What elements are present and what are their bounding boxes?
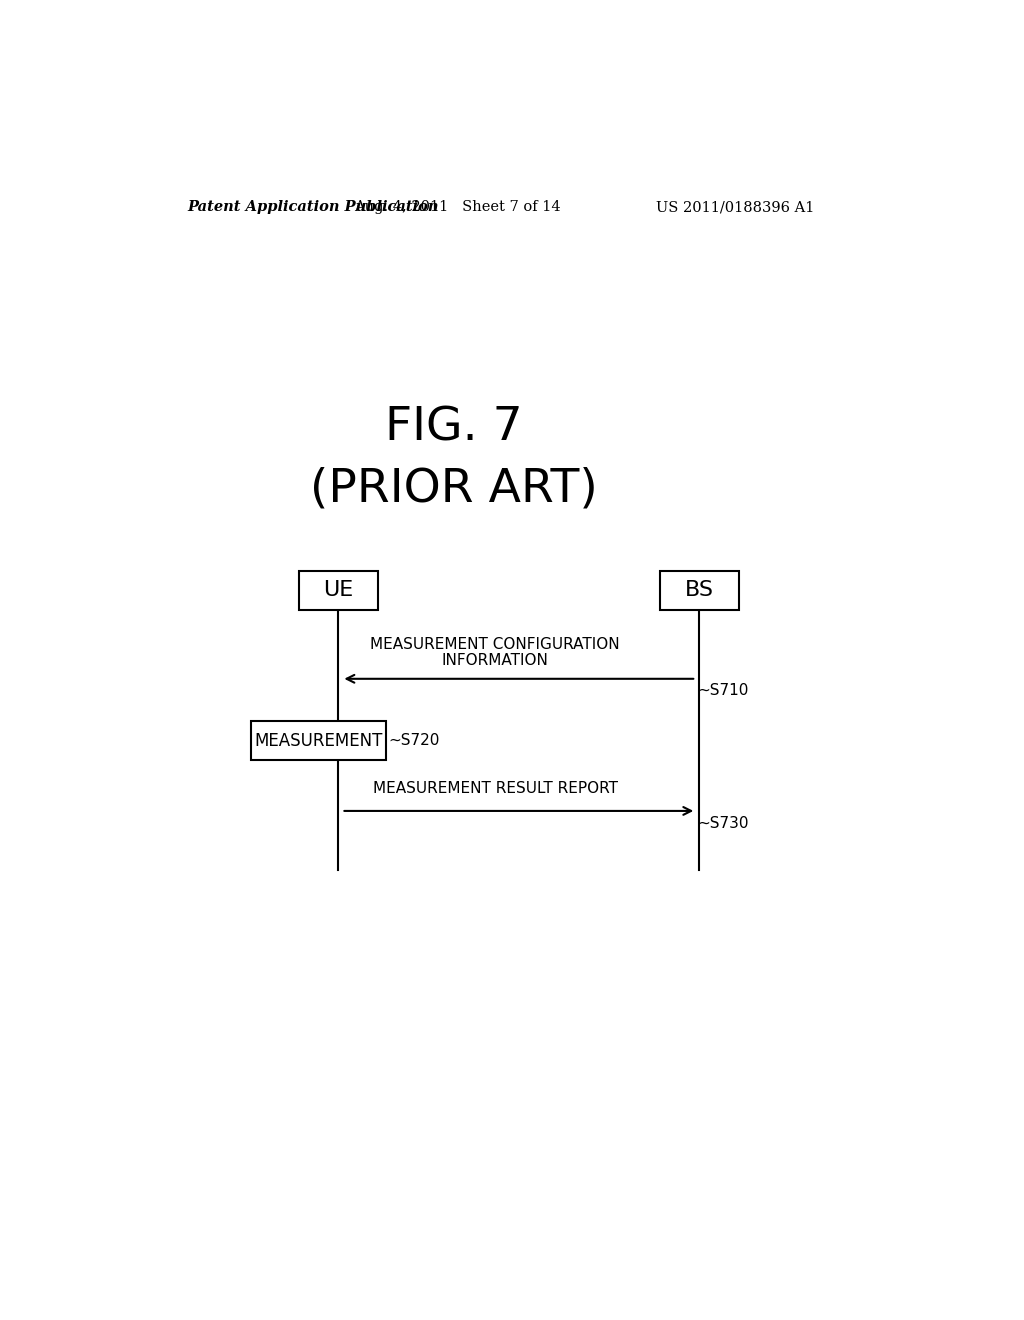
Text: FIG. 7: FIG. 7 — [385, 405, 522, 450]
Text: US 2011/0188396 A1: US 2011/0188396 A1 — [656, 201, 814, 214]
Text: MEASUREMENT CONFIGURATION: MEASUREMENT CONFIGURATION — [371, 636, 620, 652]
Text: BS: BS — [685, 581, 714, 601]
Text: Aug. 4, 2011   Sheet 7 of 14: Aug. 4, 2011 Sheet 7 of 14 — [354, 201, 561, 214]
Bar — [299, 572, 378, 610]
Bar — [659, 572, 739, 610]
Text: ~S730: ~S730 — [697, 816, 749, 830]
Text: INFORMATION: INFORMATION — [441, 653, 549, 668]
Text: ~S720: ~S720 — [388, 734, 439, 748]
Text: ~S710: ~S710 — [697, 684, 749, 698]
Text: Patent Application Publication: Patent Application Publication — [187, 201, 439, 214]
Text: MEASUREMENT: MEASUREMENT — [254, 731, 383, 750]
Bar — [251, 722, 386, 760]
Text: MEASUREMENT RESULT REPORT: MEASUREMENT RESULT REPORT — [373, 781, 617, 796]
Text: (PRIOR ART): (PRIOR ART) — [309, 466, 597, 511]
Text: UE: UE — [324, 581, 353, 601]
